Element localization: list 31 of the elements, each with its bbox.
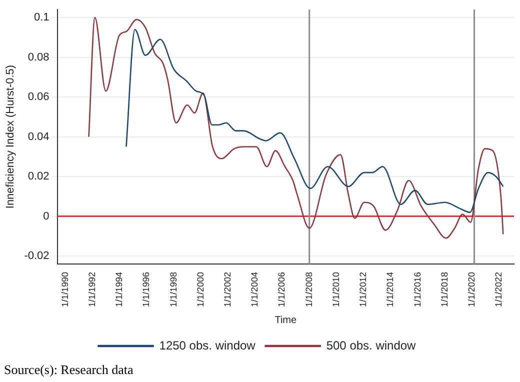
x-tick-label: 1/1/1992 <box>86 272 97 308</box>
x-tick-label: 1/1/2002 <box>222 272 233 308</box>
source-note: Source(s): Research data <box>4 362 134 378</box>
y-tick-label: 0.02 <box>28 170 50 183</box>
y-tick-label: 0.08 <box>28 51 50 64</box>
x-tick-label: 1/1/2006 <box>276 272 287 308</box>
line-series <box>88 16 504 239</box>
x-tick-label: 1/1/2020 <box>466 272 476 308</box>
x-tick-label: 1/1/2014 <box>385 272 396 308</box>
x-tick-label: 1/1/1990 <box>60 272 70 308</box>
x-tick-label: 1/1/2016 <box>412 272 422 308</box>
x-tick-label: 1/1/1996 <box>141 272 152 308</box>
x-tick-label: 1/1/2004 <box>250 272 260 308</box>
x-tick-label: 1/1/2000 <box>195 272 206 308</box>
legend-label: 500 obs. window <box>326 338 416 352</box>
y-tick-label: 0.06 <box>28 91 50 104</box>
y-tick-label: 0 <box>43 210 50 222</box>
x-axis-title: Time <box>274 314 297 326</box>
x-tick-label: 1/1/2012 <box>358 272 368 308</box>
legend-label: 1250 obs. window <box>159 338 256 352</box>
line-series <box>126 28 504 213</box>
x-tick-label: 1/1/1998 <box>168 272 178 308</box>
x-tick-label: 1/1/2010 <box>330 272 341 308</box>
x-tick-label: 1/1/2022 <box>494 272 504 308</box>
x-tick-label: 1/1/2008 <box>304 272 314 308</box>
y-axis-title: Inneficiency Index (Hurst-0.5) <box>4 64 17 209</box>
x-tick-label: 1/1/2018 <box>439 272 450 308</box>
y-tick-label: 0.1 <box>34 12 50 24</box>
y-tick-label: 0.04 <box>28 130 50 143</box>
x-tick-label: 1/1/1994 <box>114 272 124 308</box>
y-tick-label: -0.02 <box>24 250 50 262</box>
